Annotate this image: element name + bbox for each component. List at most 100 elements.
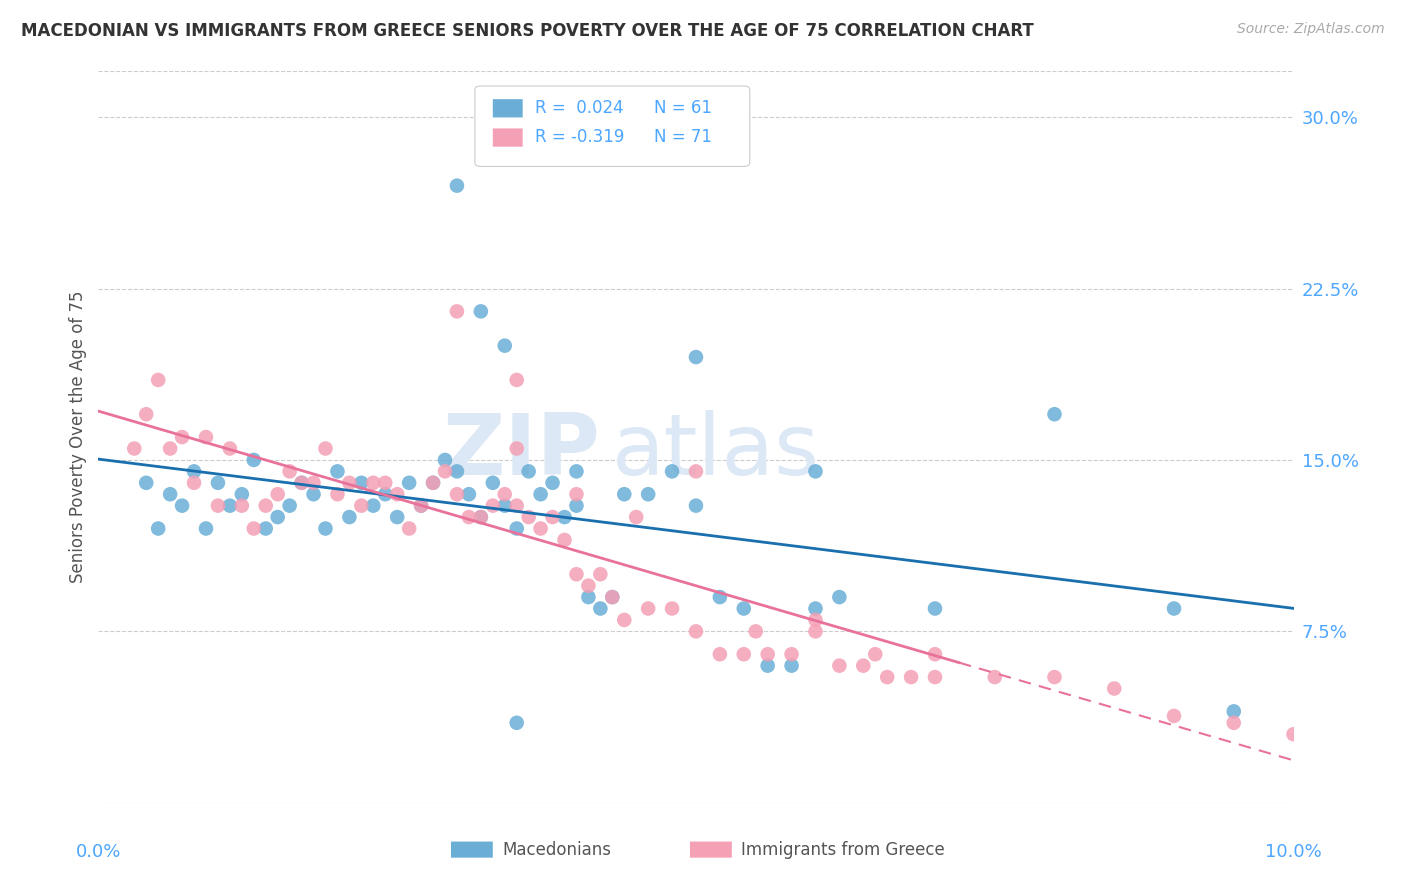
Point [172,499,194,513]
Point [385,487,409,501]
Point [804,613,827,627]
Text: N = 71: N = 71 [654,128,713,146]
Point [231,499,253,513]
Point [565,499,588,513]
Point [780,658,803,673]
Point [685,499,707,513]
Point [1223,705,1246,719]
Point [183,464,205,478]
Point [541,475,564,490]
Point [326,487,349,501]
Point [326,464,349,478]
Point [565,487,588,501]
Point [315,442,337,456]
Point [602,590,624,604]
Point [385,510,409,524]
Point [1104,681,1126,696]
Point [135,407,157,421]
Point [613,487,636,501]
Point [302,487,325,501]
Point [446,304,468,318]
Point [852,658,875,673]
Point [865,647,887,661]
Point [422,475,444,490]
Point [589,601,612,615]
Point [876,670,898,684]
Point [278,499,301,513]
Point [637,601,659,615]
Point [578,579,600,593]
Point [506,373,529,387]
Point [148,521,170,535]
Point [626,510,648,524]
Point [124,442,146,456]
Text: Source: ZipAtlas.com: Source: ZipAtlas.com [1237,22,1385,37]
Point [363,475,385,490]
Point [506,442,529,456]
Point [494,499,516,513]
FancyBboxPatch shape [494,99,523,118]
Point [434,453,457,467]
Point [756,647,779,661]
Point [219,499,242,513]
Point [554,533,576,547]
Point [589,567,612,582]
Point [398,521,420,535]
FancyBboxPatch shape [690,841,733,858]
Y-axis label: Seniors Poverty Over the Age of 75: Seniors Poverty Over the Age of 75 [69,291,87,583]
FancyBboxPatch shape [494,128,523,146]
Text: R =  0.024: R = 0.024 [534,99,623,117]
Point [446,464,468,478]
Text: R = -0.319: R = -0.319 [534,128,624,146]
Point [541,510,564,524]
Point [685,464,707,478]
Point [291,475,314,490]
Point [195,521,218,535]
Point [733,647,755,661]
Point [302,475,325,490]
Point [135,475,157,490]
FancyBboxPatch shape [451,841,494,858]
Point [422,475,444,490]
Point [602,590,624,604]
Point [446,178,468,193]
Point [709,647,731,661]
Point [661,464,683,478]
Point [243,521,266,535]
Point [434,464,457,478]
Point [411,499,433,513]
Point [924,601,946,615]
Point [1282,727,1305,741]
Point [637,487,659,501]
Point [278,464,301,478]
Point [685,350,707,364]
Point [780,647,803,661]
Point [254,521,277,535]
Point [506,521,529,535]
Point [900,670,922,684]
Point [1163,601,1185,615]
Point [159,487,181,501]
Point [756,658,779,673]
Point [207,475,229,490]
Text: N = 61: N = 61 [654,99,713,117]
Point [804,464,827,478]
Text: atlas: atlas [613,410,820,493]
Text: Macedonians: Macedonians [502,840,612,859]
Point [291,475,314,490]
Point [482,499,505,513]
Point [1043,670,1066,684]
Point [374,487,396,501]
Point [470,510,492,524]
Point [315,521,337,535]
Text: 0.0%: 0.0% [76,843,121,861]
Point [517,464,540,478]
Point [745,624,768,639]
Point [470,510,492,524]
Point [350,499,373,513]
Point [506,499,529,513]
Point [339,510,361,524]
Point [458,510,481,524]
Point [804,624,827,639]
Point [565,567,588,582]
